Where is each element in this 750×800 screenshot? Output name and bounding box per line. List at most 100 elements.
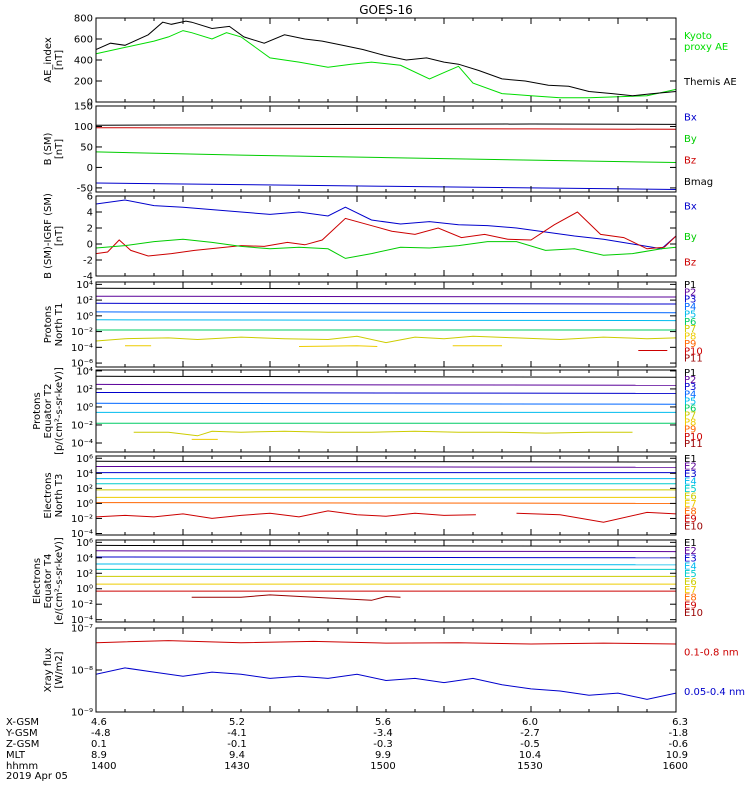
- y-axis-label-line: North T1: [54, 303, 65, 347]
- legend-entry: E3: [684, 469, 697, 480]
- y-tick-label: 10²: [76, 384, 93, 395]
- y-tick-label: 10⁻⁴: [71, 529, 93, 540]
- legend-entry: Bx: [684, 112, 697, 123]
- series-line-0-1-0-8-nm: [96, 640, 676, 645]
- panel-xray: 10⁻⁷ 10⁻⁸ 10⁻⁹ Xray flux[W/m2] 0.1-0.8 nm 0.0…: [43, 624, 745, 719]
- series-group: [96, 544, 676, 601]
- y-axis-label-line: [p/(cm²-s-sr-keV)]: [54, 367, 65, 455]
- legend-entry: E5: [684, 569, 697, 580]
- series-line-p1: [96, 287, 676, 290]
- y-axis-label: B (SM)-IGRF (SM)[nT]: [43, 193, 65, 279]
- y-tick-label: 10⁴: [76, 553, 93, 564]
- series-group: [96, 375, 676, 440]
- y-tick-label: -50: [77, 183, 93, 194]
- y-tick-label: 800: [74, 14, 93, 25]
- legend-entry: P7: [684, 411, 696, 422]
- legend-entry: P5: [684, 309, 696, 320]
- y-tick-label: 10²: [76, 484, 93, 495]
- y-axis-label-line: North T3: [54, 474, 65, 518]
- y-tick-label: -4: [83, 272, 93, 283]
- legend-entry-line: Bmag: [684, 177, 713, 188]
- legend-entry-line: E3: [684, 469, 697, 480]
- legend-entry: P6: [684, 403, 696, 414]
- series-line-kyoto-proxy-ae: [96, 30, 676, 99]
- y-tick-label: 10⁻⁷: [71, 624, 93, 635]
- series-group: [96, 123, 676, 190]
- plot-frame: [95, 455, 677, 536]
- y-axis-label-line: [nT]: [54, 139, 65, 159]
- legend-entry: P2: [684, 287, 696, 298]
- legend-entry-line: E3: [684, 554, 697, 565]
- legend-entry: P10: [684, 432, 703, 443]
- footer-ephemeris: X-GSM 4.6 5.2 5.6 6.0 6.3 Y-GSM -4.8 -4.1 -3.4 -2.…: [5, 717, 688, 782]
- plot-frame: [95, 281, 677, 368]
- legend-entry-line: Kyoto: [684, 31, 712, 42]
- y-axis-label-line: [nT]: [54, 226, 65, 246]
- ephemeris-row-label: hhmm: [6, 761, 38, 772]
- legend-entry: E4: [684, 477, 697, 488]
- y-axis-label-line: [nT]: [54, 50, 65, 70]
- legend-entry: E6: [684, 577, 697, 588]
- date-label: 2019 Apr 05: [6, 771, 68, 782]
- y-tick-label: 10⁻⁴: [71, 343, 93, 354]
- series-line-by: [96, 238, 676, 259]
- series-line-themis-ae: [96, 20, 676, 97]
- y-tick-label: 10⁴: [76, 280, 93, 291]
- legend-entry-line: P3: [684, 382, 696, 393]
- ephemeris-value: 1500: [370, 761, 395, 772]
- legend-entry-line: P11: [684, 439, 703, 450]
- series-line-by: [96, 151, 676, 163]
- legend-entry-line: E8: [684, 593, 697, 604]
- ephemeris-value: -0.3: [373, 739, 393, 750]
- legend-entry: E4: [684, 561, 697, 572]
- y-axis-label: Xray flux[W/m2]: [43, 648, 65, 693]
- legend-entry-line: P8: [684, 418, 696, 429]
- ephemeris-value: 6.0: [522, 717, 538, 728]
- ephemeris-value: -1.8: [668, 728, 688, 739]
- ephemeris-value: -0.6: [668, 739, 688, 750]
- legend-entry-line: E6: [684, 492, 697, 503]
- series-line-e3: [96, 556, 676, 559]
- ephemeris-value: 9.4: [229, 750, 245, 761]
- y-tick-label: 10⁻⁹: [71, 708, 93, 719]
- legend-entry-line: By: [684, 134, 697, 145]
- legend-entry: Bz: [684, 258, 696, 269]
- legend-entry-line: P5: [684, 309, 696, 320]
- y-tick-label: 10²: [76, 296, 93, 307]
- y-tick-label: 200: [74, 77, 93, 88]
- legend-entry-line: Bx: [684, 202, 697, 213]
- y-tick-label: 10²: [76, 569, 93, 580]
- y-tick-label: 10⁻⁶: [71, 359, 93, 370]
- legend-entry: E1: [684, 454, 697, 465]
- legend-entry: P5: [684, 396, 696, 407]
- legend: Bx By Bz: [684, 202, 697, 269]
- series-line-p2: [96, 295, 676, 298]
- legend-entry: E5: [684, 484, 697, 495]
- y-axis-label-line: Equator T4: [43, 554, 54, 609]
- y-tick-label: 10⁻⁴: [71, 615, 93, 626]
- legend-entry: P4: [684, 302, 696, 313]
- plot-frame: [95, 369, 677, 453]
- plot-frame: [95, 105, 677, 193]
- y-tick-label: 400: [74, 56, 93, 67]
- ephemeris-value: 8.9: [91, 750, 107, 761]
- y-axis-label: ElectronsNorth T3: [43, 472, 65, 518]
- y-axis-label-line: Equator T2: [43, 384, 54, 439]
- y-axis-label-line: Electrons: [32, 558, 43, 604]
- panel-ae: 0 200 400 600 800 AE_index[nT] Kyoto proxy AE Th…: [43, 14, 737, 109]
- legend-entry-line: E10: [684, 608, 703, 619]
- series-line-p4: [96, 402, 676, 405]
- series-line-0-05-0-4-nm: [96, 667, 676, 700]
- y-axis-label: AE_index[nT]: [43, 37, 65, 83]
- legend-entry-line: E5: [684, 569, 697, 580]
- y-tick-label: 10⁴: [76, 366, 93, 377]
- legend-entry-line: E9: [684, 600, 697, 611]
- legend-entry: E10: [684, 522, 703, 533]
- legend-entry: Themis AE: [683, 77, 737, 88]
- legend-entry: E8: [684, 593, 697, 604]
- y-axis-label-line: Protons: [43, 306, 54, 343]
- legend-entry: E10: [684, 608, 703, 619]
- series-line-e2: [96, 550, 676, 553]
- y-tick-label: 10⁰: [76, 311, 93, 322]
